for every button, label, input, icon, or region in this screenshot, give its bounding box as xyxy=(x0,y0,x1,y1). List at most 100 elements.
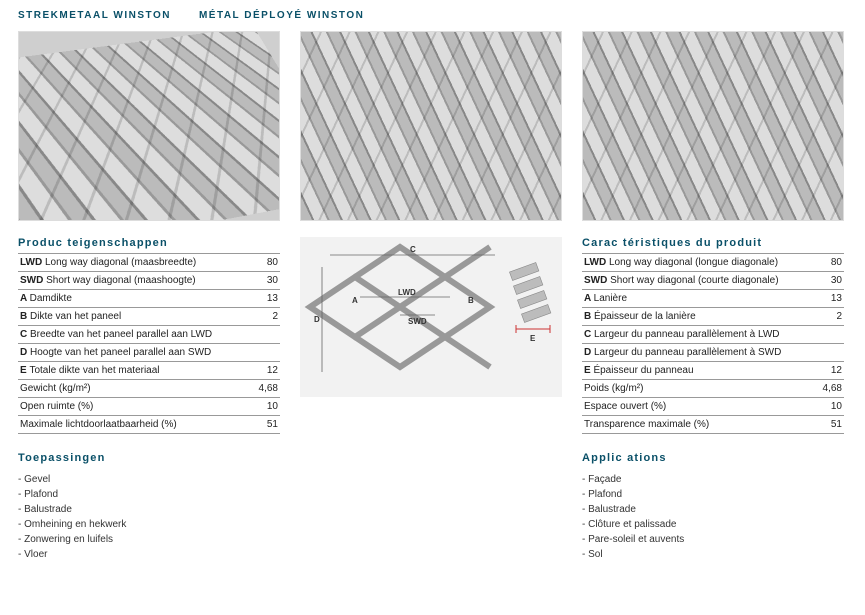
spec-row: SWD Short way diagonal (maashoogte)30 xyxy=(18,272,280,290)
diagram-label-swd: SWD xyxy=(408,317,427,326)
specs-nl-heading: Produc teigenschappen xyxy=(18,237,280,254)
spec-label: B Épaisseur de la lanière xyxy=(582,308,808,326)
spec-row: Poids (kg/m²)4,68 xyxy=(582,380,844,398)
spec-value: 12 xyxy=(808,362,844,380)
spec-row: Maximale lichtdoorlaatbaarheid (%)51 xyxy=(18,416,280,434)
spec-row: Open ruimte (%)10 xyxy=(18,398,280,416)
spec-row: C Largeur du panneau parallèlement à LWD xyxy=(582,326,844,344)
spec-label: Transparence maximale (%) xyxy=(582,416,808,434)
spec-row: Gewicht (kg/m²)4,68 xyxy=(18,380,280,398)
spec-value: 13 xyxy=(244,290,280,308)
spec-row: E Épaisseur du panneau12 xyxy=(582,362,844,380)
spec-label: LWD Long way diagonal (longue diagonale) xyxy=(582,254,808,272)
spec-code: C xyxy=(20,329,30,340)
product-images xyxy=(18,31,847,221)
app-item: Balustrade xyxy=(18,502,280,517)
spec-row: A Damdikte13 xyxy=(18,290,280,308)
spec-label: C Largeur du panneau parallèlement à LWD xyxy=(582,326,808,344)
spec-label: D Hoogte van het paneel parallel aan SWD xyxy=(18,344,244,362)
product-image-front-1 xyxy=(300,31,562,221)
product-image-perspective xyxy=(18,31,280,221)
spec-row: SWD Short way diagonal (courte diagonale… xyxy=(582,272,844,290)
spec-code: SWD xyxy=(20,275,46,286)
spec-label: Gewicht (kg/m²) xyxy=(18,380,244,398)
spec-label: SWD Short way diagonal (maashoogte) xyxy=(18,272,244,290)
mesh-diagram: C D LWD SWD A B E xyxy=(300,237,562,397)
spec-code: SWD xyxy=(584,275,610,286)
title-fr: MÉTAL DÉPLOYÉ WINSTON xyxy=(199,10,364,21)
spec-value: 80 xyxy=(244,254,280,272)
col-nl: Produc teigenschappen LWD Long way diago… xyxy=(18,237,280,562)
spec-value: 30 xyxy=(808,272,844,290)
col-diagram: C D LWD SWD A B E xyxy=(300,237,562,562)
diagram-label-b: B xyxy=(468,296,474,305)
spec-code: B xyxy=(20,311,30,322)
spec-value: 30 xyxy=(244,272,280,290)
spec-label: E Épaisseur du panneau xyxy=(582,362,808,380)
spec-code: D xyxy=(584,347,594,358)
app-item: Pare-soleil et auvents xyxy=(582,532,844,547)
app-item: Vloer xyxy=(18,547,280,562)
specs-nl-table: LWD Long way diagonal (maasbreedte)80SWD… xyxy=(18,254,280,434)
apps-fr-list: FaçadePlafondBalustradeClôture et paliss… xyxy=(582,472,844,562)
app-item: Façade xyxy=(582,472,844,487)
spec-row: E Totale dikte van het materiaal12 xyxy=(18,362,280,380)
diagram-label-d: D xyxy=(314,315,320,324)
spec-row: LWD Long way diagonal (longue diagonale)… xyxy=(582,254,844,272)
title-row: STREKMETAAL WINSTON MÉTAL DÉPLOYÉ WINSTO… xyxy=(18,10,847,21)
spec-row: D Largeur du panneau parallèlement à SWD xyxy=(582,344,844,362)
spec-value: 10 xyxy=(808,398,844,416)
spec-row: B Épaisseur de la lanière2 xyxy=(582,308,844,326)
title-nl: STREKMETAAL WINSTON xyxy=(18,10,171,21)
app-item: Sol xyxy=(582,547,844,562)
spec-label: A Lanière xyxy=(582,290,808,308)
app-item: Plafond xyxy=(18,487,280,502)
app-item: Clôture et palissade xyxy=(582,517,844,532)
spec-value: 12 xyxy=(244,362,280,380)
apps-nl-list: GevelPlafondBalustradeOmheining en hekwe… xyxy=(18,472,280,562)
spec-label: Maximale lichtdoorlaatbaarheid (%) xyxy=(18,416,244,434)
spec-code: LWD xyxy=(584,257,609,268)
product-image-front-2 xyxy=(582,31,844,221)
spec-row: LWD Long way diagonal (maasbreedte)80 xyxy=(18,254,280,272)
content-columns: Produc teigenschappen LWD Long way diago… xyxy=(18,237,847,562)
apps-fr-heading: Applic ations xyxy=(582,452,844,464)
spec-label: B Dikte van het paneel xyxy=(18,308,244,326)
spec-code: C xyxy=(584,329,594,340)
diagram-label-c: C xyxy=(410,245,416,254)
spec-value: 4,68 xyxy=(808,380,844,398)
spec-label: SWD Short way diagonal (courte diagonale… xyxy=(582,272,808,290)
spec-value: 51 xyxy=(808,416,844,434)
diagram-label-a: A xyxy=(352,296,358,305)
app-item: Balustrade xyxy=(582,502,844,517)
spec-label: Espace ouvert (%) xyxy=(582,398,808,416)
spec-row: A Lanière13 xyxy=(582,290,844,308)
spec-label: Poids (kg/m²) xyxy=(582,380,808,398)
spec-code: LWD xyxy=(20,257,45,268)
spec-row: Transparence maximale (%)51 xyxy=(582,416,844,434)
spec-value xyxy=(244,326,280,344)
spec-value: 10 xyxy=(244,398,280,416)
spec-code: D xyxy=(20,347,30,358)
spec-label: C Breedte van het paneel parallel aan LW… xyxy=(18,326,244,344)
spec-code: A xyxy=(584,293,594,304)
spec-row: Espace ouvert (%)10 xyxy=(582,398,844,416)
spec-code: E xyxy=(20,365,29,376)
specs-fr-heading: Carac téristiques du produit xyxy=(582,237,844,254)
spec-label: LWD Long way diagonal (maasbreedte) xyxy=(18,254,244,272)
spec-value xyxy=(244,344,280,362)
app-item: Plafond xyxy=(582,487,844,502)
spec-value: 4,68 xyxy=(244,380,280,398)
spec-value: 13 xyxy=(808,290,844,308)
diagram-label-lwd: LWD xyxy=(398,288,416,297)
spec-code: B xyxy=(584,311,594,322)
spec-label: D Largeur du panneau parallèlement à SWD xyxy=(582,344,808,362)
specs-fr-table: LWD Long way diagonal (longue diagonale)… xyxy=(582,254,844,434)
apps-nl-heading: Toepassingen xyxy=(18,452,280,464)
spec-value xyxy=(808,344,844,362)
spec-row: C Breedte van het paneel parallel aan LW… xyxy=(18,326,280,344)
diagram-label-e: E xyxy=(530,334,536,343)
app-item: Zonwering en luifels xyxy=(18,532,280,547)
spec-code: E xyxy=(584,365,593,376)
spec-value: 51 xyxy=(244,416,280,434)
